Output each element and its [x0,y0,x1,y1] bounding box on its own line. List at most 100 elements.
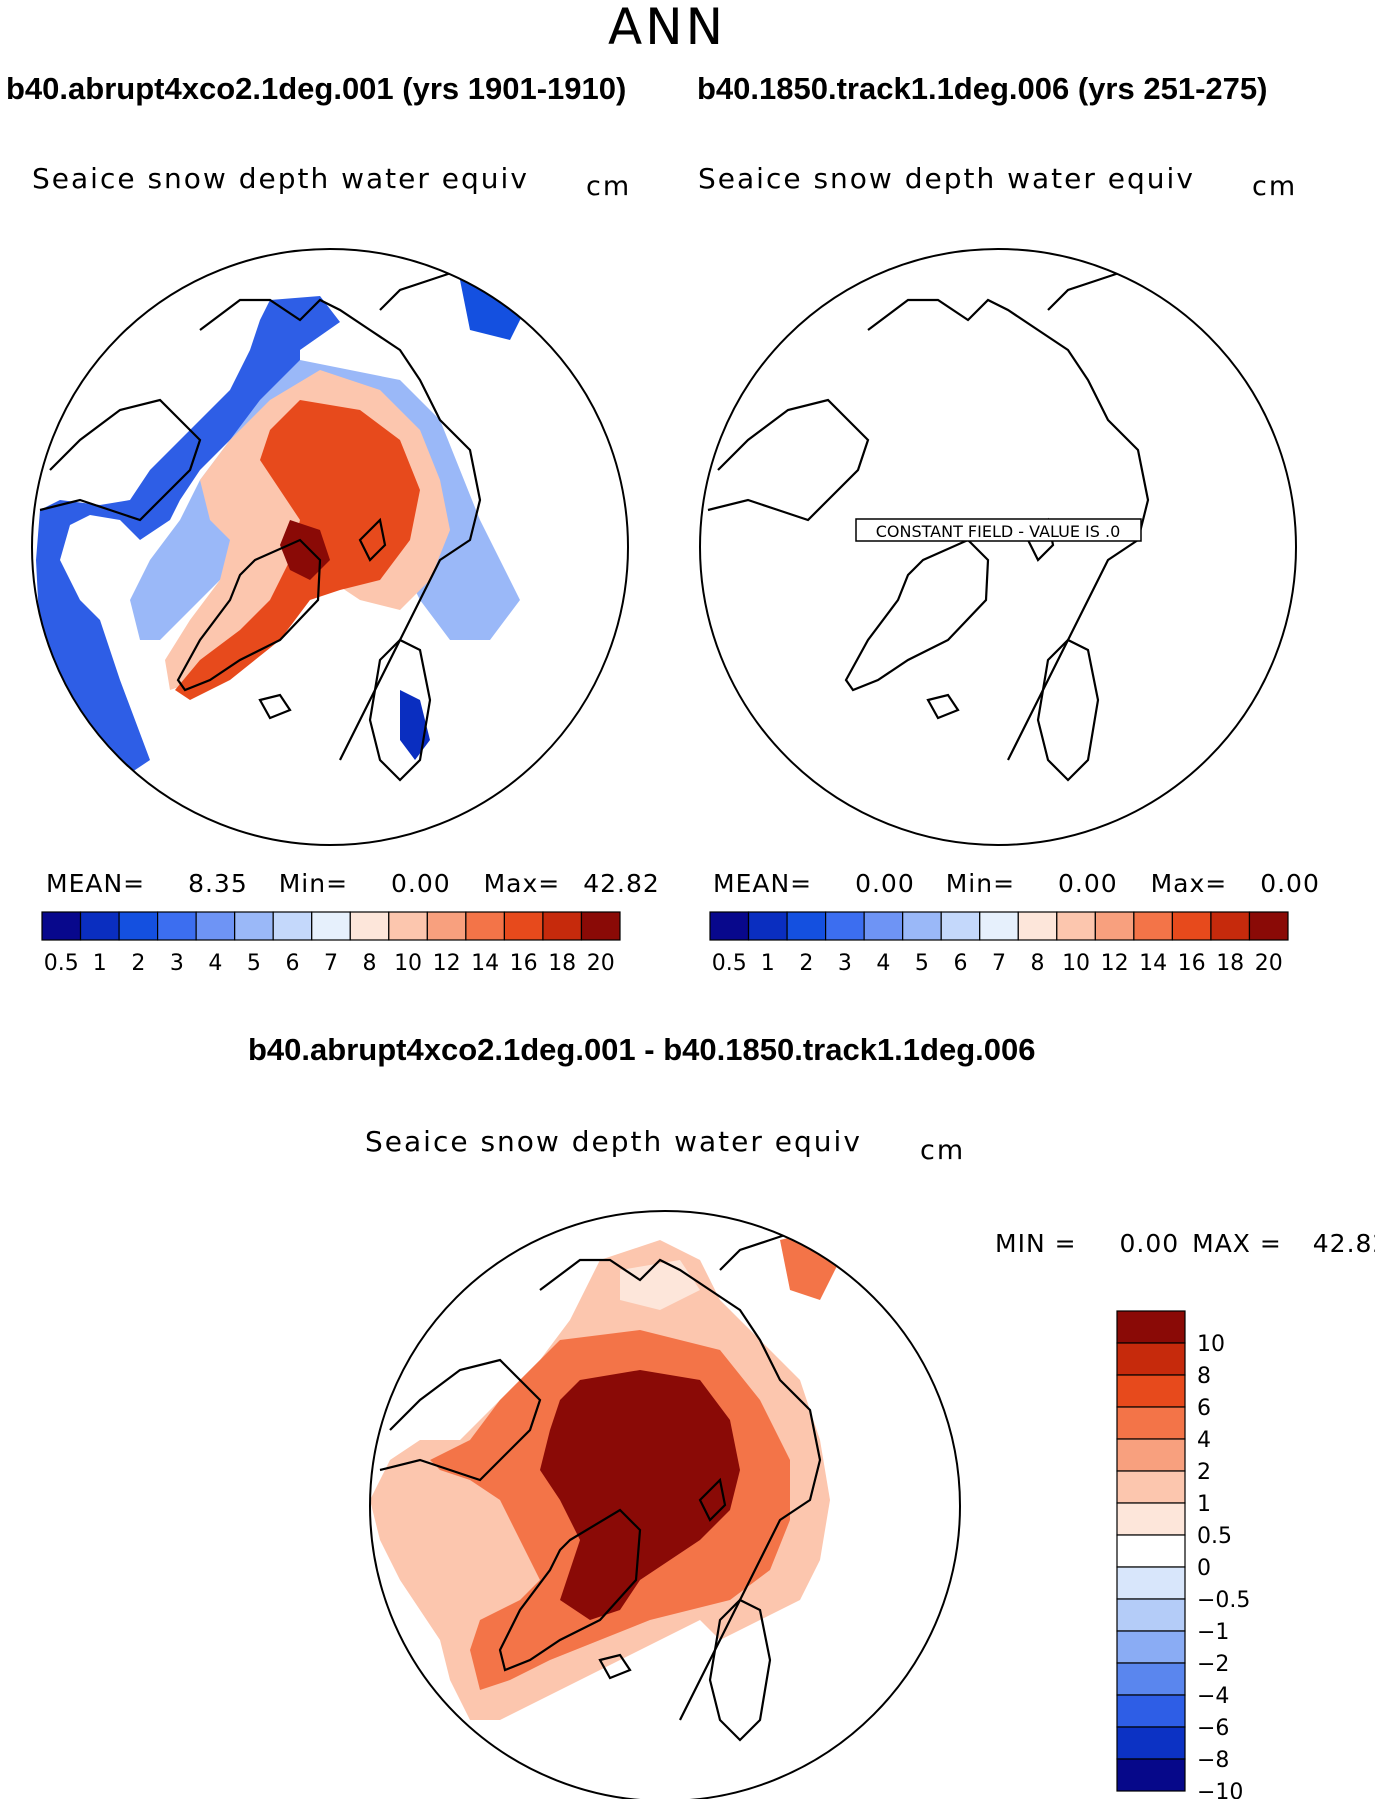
left-min-value: 0.00 [390,869,451,898]
right-colorbar: 0.5 1 2 3 4 5 6 7 8 10 12 14 16 18 20 [709,911,1289,976]
left-colorbar-swatch-5 [234,911,274,941]
right-colorbar-tick-label: 14 [1139,951,1167,976]
right-colorbar-tick-label: 0.5 [712,951,747,976]
right-colorbar-swatch-4 [863,911,904,941]
left-map-field [36,270,530,780]
diff-colorbar-tick-label: 4 [1197,1428,1211,1453]
left-min-label: Min= [278,869,349,898]
left-colorbar-tick-label: 20 [587,951,615,976]
left-max-value: 42.82 [583,869,660,898]
right-map: CONSTANT FIELD - VALUE IS .0 [699,248,1297,846]
right-coastlines [707,258,1189,782]
left-units: cm [586,171,632,202]
diff-colorbar-tick-label: 10 [1197,1332,1225,1357]
left-coast-greenland [176,538,322,692]
right-colorbar-swatch-1 [747,911,788,941]
right-coast-greenland [844,538,990,692]
constant-field-note: CONSTANT FIELD - VALUE IS .0 [876,522,1121,541]
left-mean-value: 8.35 [188,869,248,898]
right-case-title: b40.1850.track1.1deg.006 (yrs 251-275) [697,71,1268,106]
diff-units: cm [920,1135,966,1166]
diff-colorbar-tick-label: −10 [1197,1780,1243,1799]
right-colorbar-swatch-10 [1094,911,1135,941]
diff-colorbar-tick-label: −6 [1197,1716,1229,1741]
diff-colorbar-tick-label: 0 [1197,1556,1211,1581]
left-field-darkred [280,520,330,580]
left-field-outer-blue [36,296,340,780]
right-colorbar-swatch-14 [1248,911,1289,941]
diff-colorbar-tick-label: −8 [1197,1748,1229,1773]
right-mean-label: MEAN= [713,869,813,898]
diff-coast-greenland [498,1508,642,1672]
diff-colorbar-swatch-12 [1116,1694,1186,1728]
left-colorbar-tick-label: 1 [93,951,107,976]
right-coast-scandinavia [1036,638,1100,782]
right-colorbar-tick-label: 20 [1255,951,1283,976]
diff-map-field [370,1230,840,1720]
diff-colorbar: 10 8 6 4 2 1 0.5 0 −0.5 −1 −2 −4 −6 −8 −10 [1116,1310,1250,1799]
left-colorbar-swatch-10 [426,911,467,941]
diff-coast-iceland [598,1653,632,1680]
diff-field-top-peach [620,1260,700,1310]
left-colorbar: 0.5 1 2 3 4 5 6 7 8 10 12 14 16 18 20 [41,911,621,976]
right-colorbar-tick-label: 1 [761,951,775,976]
right-min-value: 0.00 [1057,869,1118,898]
diff-coast-scandinavia [708,1598,772,1742]
diff-max-label: MAX = [1192,1229,1282,1258]
right-colorbar-swatch-12 [1171,911,1212,941]
diff-min-value: 0.00 [1119,1229,1180,1258]
diff-coastlines [379,1218,861,1742]
diff-coast-canada [379,1358,542,1482]
diff-map-border [369,1210,961,1799]
left-coastlines [39,258,521,782]
left-colorbar-swatch-6 [272,911,313,941]
right-max-value: 0.00 [1260,869,1320,898]
right-var-title: Seaice snow depth water equiv [698,162,1195,195]
left-colorbar-tick-label: 4 [208,951,222,976]
left-colorbar-tick-label: 14 [471,951,499,976]
diff-colorbar-tick-label: 6 [1197,1396,1211,1421]
right-colorbar-swatch-13 [1210,911,1251,941]
right-min-label: Min= [945,869,1016,898]
left-colorbar-swatch-7 [311,911,351,941]
diff-colorbar-swatch-11 [1116,1662,1186,1696]
diff-colorbar-swatch-10 [1116,1630,1186,1664]
right-coast-canada [707,398,870,522]
diff-colorbar-tick-label: −0.5 [1197,1588,1250,1613]
diff-colorbar-tick-label: 8 [1197,1364,1211,1389]
left-stats: MEAN= 8.35 Min= 0.00 Max= 42.82 [46,869,660,898]
left-colorbar-swatch-4 [195,911,236,941]
right-max-label: Max= [1150,869,1228,898]
right-colorbar-tick-label: 7 [992,951,1006,976]
right-units: cm [1252,171,1298,202]
left-colorbar-tick-label: 3 [170,951,184,976]
left-map-border [31,248,629,846]
right-colorbar-tick-label: 4 [876,951,890,976]
left-colorbar-swatch-1 [79,911,120,941]
diff-colorbar-swatch-13 [1116,1726,1186,1760]
diff-colorbar-tick-label: −2 [1197,1652,1229,1677]
diff-max-value: 42.82 [1312,1229,1375,1258]
left-colorbar-tick-label: 7 [324,951,338,976]
diff-stats: MIN = 0.00 MAX = 42.82 [995,1229,1375,1258]
left-mean-label: MEAN= [46,869,146,898]
diff-var-title: Seaice snow depth water equiv [365,1125,862,1158]
diff-colorbar-tick-label: 2 [1197,1460,1211,1485]
diff-colorbar-swatch-2 [1116,1374,1186,1408]
right-colorbar-swatch-9 [1056,911,1096,941]
left-colorbar-swatch-8 [349,911,390,941]
left-colorbar-swatch-11 [465,911,506,941]
left-coast-scandinavia [368,638,432,782]
left-colorbar-tick-label: 18 [548,951,576,976]
diff-colorbar-swatch-6 [1116,1502,1186,1536]
diff-colorbar-tick-label: −4 [1197,1684,1229,1709]
left-colorbar-tick-label: 6 [285,951,299,976]
page-title: ANN [608,0,727,56]
diff-colorbar-swatch-0 [1116,1310,1186,1344]
right-colorbar-tick-label: 16 [1178,951,1206,976]
right-colorbar-swatch-8 [1017,911,1058,941]
right-stats: MEAN= 0.00 Min= 0.00 Max= 0.00 [713,869,1320,898]
left-case-title: b40.abrupt4xco2.1deg.001 (yrs 1901-1910) [6,71,627,106]
right-colorbar-tick-label: 6 [953,951,967,976]
